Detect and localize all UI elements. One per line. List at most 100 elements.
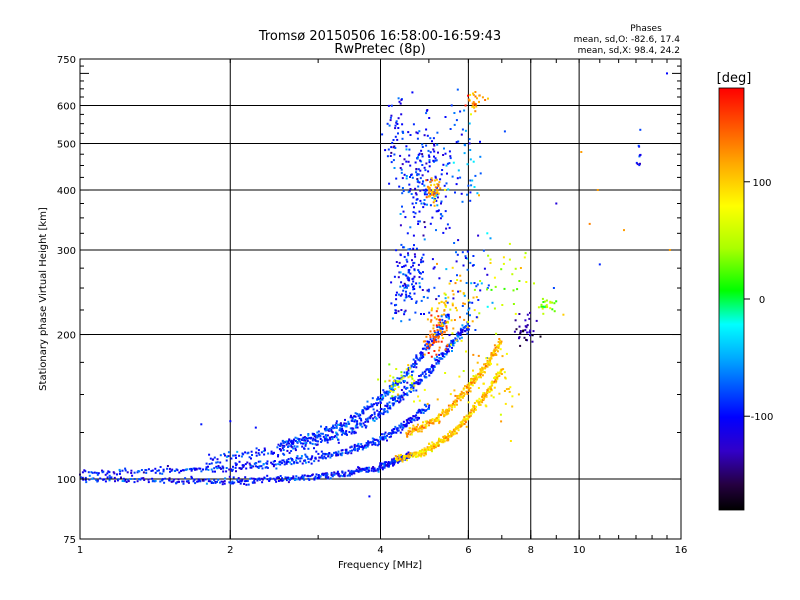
data-point (395, 298, 398, 301)
data-point (290, 442, 293, 444)
data-point (427, 149, 430, 152)
data-point (465, 415, 468, 417)
data-point (348, 474, 351, 477)
data-point (213, 467, 216, 470)
data-point (400, 458, 403, 461)
data-point (467, 94, 470, 97)
data-point (200, 423, 203, 426)
data-point (598, 263, 601, 266)
data-point (314, 443, 317, 446)
data-point (125, 481, 128, 483)
data-point (416, 455, 419, 458)
data-point (388, 363, 391, 366)
data-point (461, 396, 464, 399)
data-point (472, 92, 474, 95)
data-point (379, 436, 382, 439)
data-point (316, 434, 319, 437)
data-point (428, 190, 431, 193)
data-point (481, 371, 484, 374)
data-point (393, 167, 396, 169)
data-point (543, 306, 546, 309)
data-point (143, 479, 146, 481)
data-point (389, 116, 392, 119)
data-point (465, 325, 467, 328)
data-point (365, 425, 368, 428)
data-point (363, 424, 366, 427)
data-point (220, 480, 223, 483)
data-point (444, 293, 447, 296)
data-point (410, 266, 413, 269)
data-point (303, 474, 306, 477)
data-point (509, 440, 512, 442)
data-point (471, 102, 474, 105)
data-point (244, 451, 247, 454)
data-point (435, 178, 438, 181)
data-point (122, 477, 125, 480)
data-point (408, 367, 411, 370)
data-point (416, 423, 419, 426)
data-point (458, 333, 461, 335)
data-point (469, 191, 472, 194)
data-point (455, 260, 458, 263)
data-point (289, 477, 291, 480)
data-point (486, 305, 489, 308)
data-point (428, 159, 431, 162)
data-point (159, 472, 162, 475)
data-point (439, 327, 442, 330)
data-point (486, 287, 489, 289)
data-point (460, 425, 462, 428)
data-point (464, 420, 467, 423)
data-point (468, 99, 471, 102)
data-point (435, 358, 438, 361)
data-point (436, 416, 439, 419)
data-point (432, 188, 434, 191)
data-point (369, 415, 372, 418)
data-point (447, 348, 450, 351)
data-point (364, 467, 367, 470)
data-point (472, 296, 475, 299)
data-point (389, 374, 392, 377)
data-point (459, 396, 461, 399)
data-point (394, 304, 396, 307)
data-point (397, 429, 400, 432)
data-point (430, 314, 433, 317)
colorbar-tick-label: -100 (751, 412, 774, 423)
data-point (459, 316, 461, 319)
data-point (500, 268, 503, 271)
data-point (231, 480, 234, 483)
data-point (362, 422, 365, 425)
data-point (400, 422, 403, 425)
data-point (467, 401, 470, 404)
data-point (399, 426, 402, 429)
data-point (224, 477, 227, 480)
data-point (147, 468, 150, 471)
data-point (354, 415, 357, 418)
data-point (219, 461, 222, 464)
data-point (549, 301, 552, 304)
data-point (423, 221, 426, 224)
data-point (546, 306, 549, 308)
data-point (384, 149, 387, 152)
data-point (426, 448, 429, 451)
data-point (240, 455, 243, 458)
data-point (438, 318, 441, 321)
data-point (370, 469, 373, 472)
data-point (413, 268, 416, 271)
data-point (399, 431, 402, 434)
data-point (408, 390, 411, 393)
data-point (319, 456, 321, 459)
data-point (389, 384, 392, 387)
data-point (406, 232, 409, 235)
data-point (365, 470, 368, 473)
data-point (434, 159, 437, 162)
data-point (324, 474, 327, 477)
data-point (447, 438, 450, 440)
data-point (88, 474, 91, 477)
data-point (321, 472, 324, 475)
data-point (362, 412, 365, 415)
data-point (428, 187, 431, 190)
data-point (271, 463, 274, 466)
data-point (325, 426, 328, 428)
data-point (315, 477, 318, 480)
data-point (342, 432, 345, 434)
